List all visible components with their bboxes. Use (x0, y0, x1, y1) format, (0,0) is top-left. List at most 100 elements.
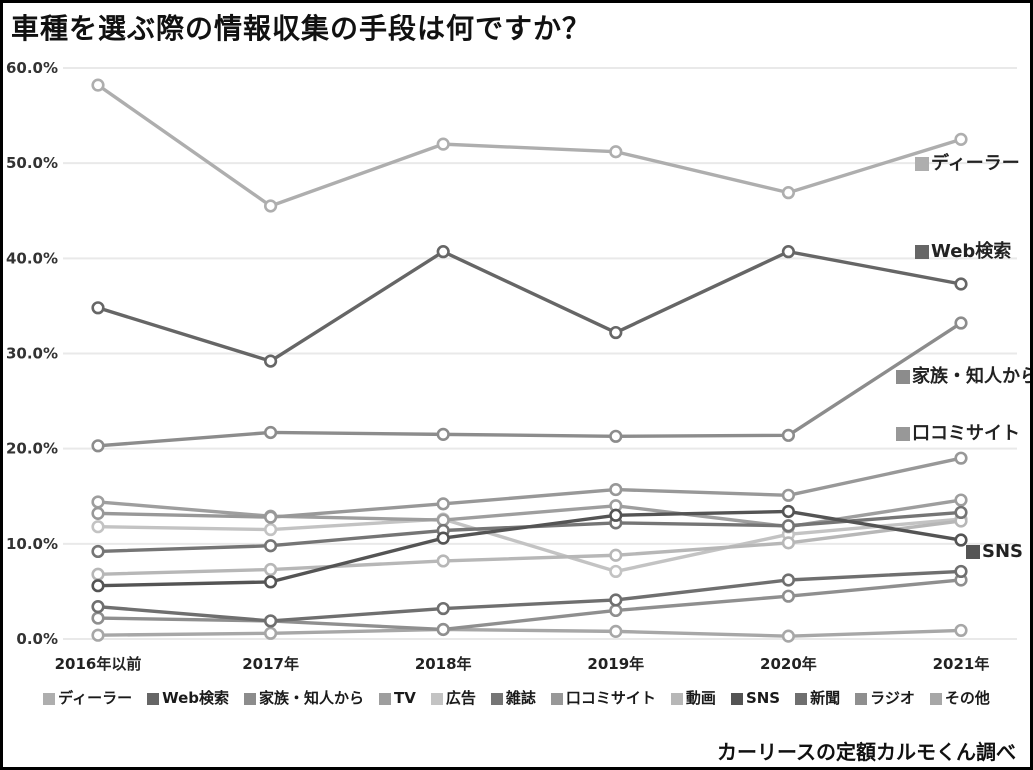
series-line-その他 (96, 627, 963, 638)
data-point (436, 513, 450, 527)
sns-legend-swatch (966, 545, 980, 559)
legend-swatch (855, 692, 868, 705)
legend-label: 雑誌 (505, 689, 536, 707)
review-site-legend-swatch (896, 427, 910, 441)
legend-item-TV: TV (379, 691, 416, 706)
x-tick-label: 2019年 (587, 655, 644, 673)
data-point (609, 482, 623, 497)
data-point (781, 488, 796, 502)
legend-swatch (147, 692, 160, 705)
data-point (436, 622, 450, 637)
data-point (954, 493, 968, 507)
data-point (609, 593, 623, 607)
series-label-review-site: 口コミサイト (896, 425, 1020, 443)
data-point (91, 544, 105, 559)
legend-swatch (795, 692, 808, 705)
data-point (264, 539, 278, 553)
data-point (264, 626, 278, 640)
series-line-動画 (96, 519, 963, 576)
data-point (91, 579, 105, 593)
data-point (954, 533, 968, 547)
data-point (91, 567, 105, 581)
family-legend-swatch (896, 370, 910, 384)
data-point (264, 575, 278, 589)
data-point (91, 495, 105, 509)
legend-swatch (730, 692, 743, 705)
data-point (609, 624, 623, 638)
data-point (954, 451, 968, 465)
web-search-legend-swatch (915, 245, 929, 259)
data-point (436, 554, 450, 568)
data-point (264, 614, 278, 628)
data-point (264, 425, 278, 440)
legend-item-広告: 広告 (430, 691, 476, 706)
legend-swatch (670, 692, 683, 705)
series-line-ディーラー (96, 83, 963, 208)
data-point (91, 611, 105, 625)
legend-label: 新聞 (810, 689, 841, 707)
data-point (781, 186, 796, 200)
series-line-SNS (96, 509, 963, 588)
legend-swatch (244, 692, 257, 705)
data-point (781, 589, 796, 603)
legend-item-Web検索: Web検索 (147, 691, 229, 706)
legend-label: SNS (745, 689, 781, 707)
data-point (436, 137, 450, 151)
line-chart: 0.0% 10.0% 20.0% 30.0% 40.0% 50.0% 60.0% 2016年以… (6, 59, 1017, 673)
legend-item-ラジオ: ラジオ (855, 691, 915, 706)
series-line-家族・知人から (96, 321, 963, 448)
series-line-新聞 (96, 569, 963, 623)
legend-label: Web検索 (162, 689, 230, 707)
data-point (954, 277, 968, 291)
data-point (436, 531, 450, 545)
data-point (264, 522, 278, 537)
data-point (781, 245, 796, 259)
legend-item-口コミサイト: 口コミサイト (550, 689, 656, 707)
legend-label: TV (394, 689, 416, 707)
legend-item-動画: 動画 (670, 691, 716, 706)
data-point (781, 573, 796, 587)
data-point (264, 354, 278, 368)
data-point (91, 600, 105, 614)
data-point (609, 145, 623, 159)
legend-swatch (379, 692, 392, 705)
legend-item-SNS: SNS (730, 689, 781, 707)
data-point (609, 603, 623, 618)
legend-swatch (490, 692, 503, 705)
chart-legend: ディーラー Web検索 家族・知人から TV 広告 雑誌 口コミサイト 動画 SNS 新聞 ラジオ そ… (3, 691, 1030, 706)
legend-label: 口コミサイト (565, 689, 656, 707)
legend-item-雑誌: 雑誌 (490, 689, 536, 707)
legend-label: ラジオ (870, 689, 915, 707)
legend-label: その他 (944, 689, 990, 707)
data-point (954, 564, 968, 579)
y-tick-label: 20.0% (6, 440, 58, 458)
series-label-family: 家族・知人から (896, 368, 1030, 386)
y-tick-label: 10.0% (6, 535, 58, 553)
x-tick-label: 2018年 (415, 655, 472, 673)
x-tick-label: 2017年 (242, 655, 299, 673)
legend-label: ディーラー (58, 689, 133, 707)
data-point (436, 497, 450, 511)
data-point (781, 629, 796, 643)
data-point (954, 316, 968, 330)
series-label-dealer: ディーラー (915, 155, 1020, 173)
series-label-web-search: Web検索 (915, 243, 1011, 261)
data-point (91, 628, 105, 642)
data-point (91, 520, 105, 534)
legend-item-新聞: 新聞 (795, 691, 840, 706)
data-point (91, 506, 105, 520)
series-line-Web検索 (96, 249, 963, 363)
data-point (436, 601, 450, 616)
data-point (609, 429, 623, 443)
data-point (781, 519, 796, 533)
legend-item-家族・知人から: 家族・知人から (244, 691, 364, 706)
data-point (609, 325, 623, 340)
y-tick-label: 60.0% (6, 59, 58, 77)
data-point (91, 439, 105, 453)
data-point (264, 199, 278, 213)
series-line-広告 (96, 517, 963, 574)
data-point (264, 510, 278, 524)
data-point (91, 301, 105, 315)
y-tick-label: 30.0% (6, 344, 58, 362)
data-point (954, 623, 968, 638)
